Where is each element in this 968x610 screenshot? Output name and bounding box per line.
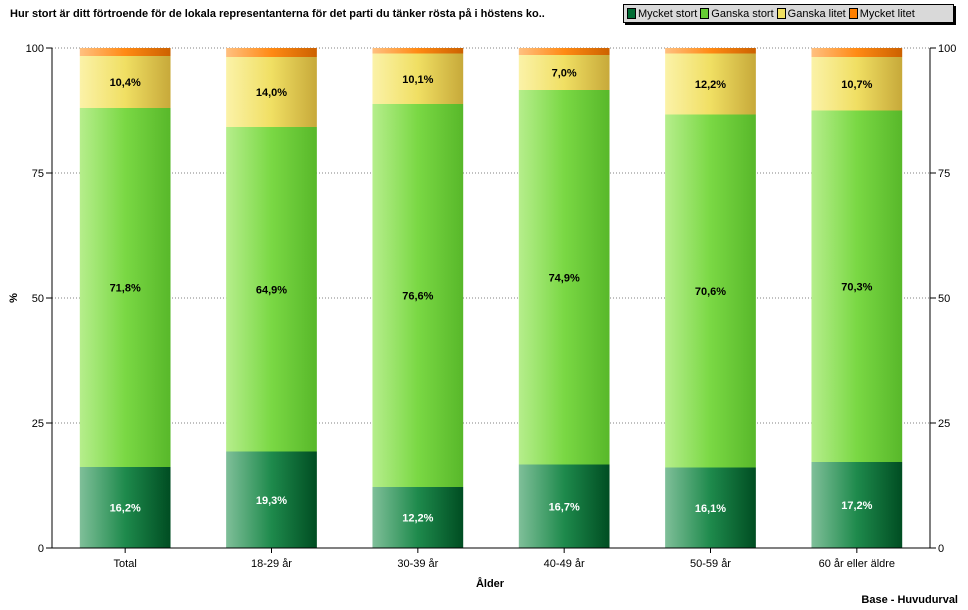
y-tick-label: 25 xyxy=(32,418,44,430)
x-tick-label: 40-49 år xyxy=(544,558,585,570)
bar-segment xyxy=(811,110,903,462)
bar-segment xyxy=(79,108,171,467)
legend-label: Ganska stort xyxy=(711,7,774,20)
data-label: 10,1% xyxy=(402,74,433,86)
bar-segment xyxy=(518,48,610,55)
bar-segment xyxy=(811,462,903,548)
data-label: 16,2% xyxy=(110,503,141,515)
legend-label: Mycket stort xyxy=(638,7,698,20)
x-axis-label: Ålder xyxy=(476,577,505,590)
bar-segment xyxy=(811,57,903,111)
y-axis-label: % xyxy=(8,293,20,303)
data-label: 76,6% xyxy=(402,291,433,303)
bar-segment xyxy=(226,127,317,452)
data-label: 71,8% xyxy=(110,283,141,295)
bar-segment xyxy=(665,48,756,54)
bar-segment xyxy=(79,467,171,548)
data-label: 64,9% xyxy=(256,284,287,296)
legend-swatch xyxy=(776,8,786,19)
x-tick-label: 60 år eller äldre xyxy=(819,558,895,570)
axes: 0 0 25 25 50 50 75 75 100 100 Total 18-29 år 30-39 å… xyxy=(26,43,957,570)
data-label: 74,9% xyxy=(549,272,580,284)
data-label: 70,6% xyxy=(695,286,726,298)
y-tick-label: 75 xyxy=(32,168,44,180)
x-tick-label: 50-59 år xyxy=(690,558,731,570)
y-tick-label-right: 75 xyxy=(938,168,950,180)
bar-segment xyxy=(665,114,756,468)
y-tick-label-right: 0 xyxy=(938,543,944,555)
bars xyxy=(79,48,903,548)
bar-segment xyxy=(518,90,610,465)
bar-segment xyxy=(79,48,171,56)
data-label: 10,4% xyxy=(110,77,141,89)
bar-segment xyxy=(79,56,171,108)
data-label: 17,2% xyxy=(841,500,872,512)
legend-swatch xyxy=(627,8,636,19)
chart-title: Hur stort är ditt förtroende för de loka… xyxy=(10,8,545,20)
legend-item-mycket-litet: Mycket litet xyxy=(848,7,915,20)
legend-label: Ganska litet xyxy=(787,7,846,20)
y-tick-label-right: 100 xyxy=(938,43,956,55)
base-note: Base - Huvudurval xyxy=(861,594,958,606)
bar-segment xyxy=(518,464,610,548)
y-tick-label: 0 xyxy=(38,543,44,555)
bar-segment xyxy=(372,104,464,487)
data-label: 7,0% xyxy=(552,68,577,80)
y-tick-label-right: 50 xyxy=(938,293,950,305)
bar-segment xyxy=(226,57,317,127)
y-tick-label: 50 xyxy=(32,293,44,305)
y-tick-label: 100 xyxy=(26,43,44,55)
legend-swatch xyxy=(700,8,710,19)
data-label: 16,7% xyxy=(549,501,580,513)
data-label: 19,3% xyxy=(256,495,287,507)
bar-segment xyxy=(518,55,610,90)
data-label: 16,1% xyxy=(695,503,726,515)
bar-segment xyxy=(372,487,464,548)
bar-segment xyxy=(226,48,317,57)
grid xyxy=(52,47,930,424)
bar-segment xyxy=(665,53,756,115)
data-label: 70,3% xyxy=(841,281,872,293)
bar-segment xyxy=(811,48,903,57)
legend-item-ganska-stort: Ganska stort xyxy=(700,7,774,20)
data-label: 12,2% xyxy=(402,513,433,525)
x-tick-label: 30-39 år xyxy=(397,558,438,570)
data-label: 12,2% xyxy=(695,79,726,91)
y-tick-label-right: 25 xyxy=(938,418,950,430)
x-tick-label: 18-29 år xyxy=(251,558,292,570)
legend-label: Mycket litet xyxy=(859,7,915,20)
bar-segment xyxy=(665,467,756,548)
bar-segment xyxy=(372,48,464,54)
legend: Mycket stort Ganska stort Ganska litet M… xyxy=(623,4,954,23)
bar-segment xyxy=(372,53,464,104)
legend-swatch xyxy=(848,8,858,19)
x-tick-label: Total xyxy=(114,558,137,570)
legend-item-ganska-litet: Ganska litet xyxy=(776,7,846,20)
legend-item-mycket-stort: Mycket stort xyxy=(627,8,697,20)
bar-segment xyxy=(226,451,317,548)
data-labels: 16,2% 71,8% 10,4% 19,3% 64,9% 14,0% 12,2% 76,6%… xyxy=(110,68,873,525)
data-label: 10,7% xyxy=(841,79,872,91)
data-label: 14,0% xyxy=(256,87,287,99)
